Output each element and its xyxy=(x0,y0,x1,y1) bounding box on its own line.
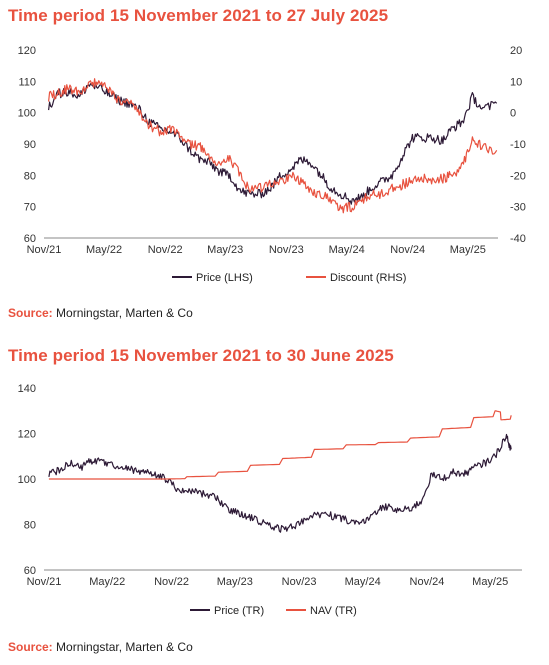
x-tick-label: May/23 xyxy=(217,576,253,588)
y-left-tick-label: 120 xyxy=(18,429,36,441)
y-right-tick-label: 10 xyxy=(510,76,522,88)
y-left-tick-label: 60 xyxy=(24,233,36,245)
y-right-tick-label: 20 xyxy=(510,45,522,57)
x-tick-label: May/23 xyxy=(207,244,243,256)
chart-2: 60 80 100 120 140 Nov/21 May/22 Nov/22 May/23 Nov… xyxy=(18,383,522,617)
x-tick-label: Nov/21 xyxy=(27,244,62,256)
y-left-tick-label: 80 xyxy=(24,520,36,532)
x-tick-label: Nov/24 xyxy=(410,576,445,588)
legend-label: Discount (RHS) xyxy=(330,272,406,284)
y-left-tick-label: 100 xyxy=(18,108,36,120)
y-left-tick-label: 100 xyxy=(18,474,36,486)
x-tick-label: May/22 xyxy=(86,244,122,256)
source-text-1: Morningstar, Marten & Co xyxy=(56,306,193,320)
y-right-tick-label: 0 xyxy=(510,108,516,120)
x-tick-label: Nov/22 xyxy=(154,576,189,588)
y-right-tick-label: -40 xyxy=(510,233,526,245)
x-tick-label: Nov/22 xyxy=(148,244,183,256)
x-tick-label: Nov/23 xyxy=(269,244,304,256)
x-tick-label: Nov/24 xyxy=(390,244,425,256)
y-left-tick-label: 120 xyxy=(18,45,36,57)
y-left-tick-label: 80 xyxy=(24,170,36,182)
source-label-1: Source: xyxy=(8,306,53,320)
source-text-2: Morningstar, Marten & Co xyxy=(56,640,193,654)
y-left-tick-label: 140 xyxy=(18,383,36,395)
x-tick-label: May/25 xyxy=(472,576,508,588)
legend-label: Price (TR) xyxy=(214,605,264,617)
y-left-tick-label: 90 xyxy=(24,139,36,151)
y-right-tick-label: -10 xyxy=(510,139,526,151)
y-left-tick-label: 70 xyxy=(24,202,36,214)
y-left-tick-label: 110 xyxy=(18,76,36,88)
series-line-price-tr xyxy=(48,433,512,533)
chart-2-title: Time period 15 November 2021 to 30 June … xyxy=(8,346,394,365)
y-right-tick-label: -30 xyxy=(510,202,526,214)
y-left-tick-label: 60 xyxy=(24,565,36,577)
source-label-2: Source: xyxy=(8,640,53,654)
x-tick-label: May/24 xyxy=(329,244,365,256)
y-right-tick-label: -20 xyxy=(510,170,526,182)
legend-label: NAV (TR) xyxy=(310,605,357,617)
x-tick-label: May/24 xyxy=(345,576,381,588)
x-tick-label: May/25 xyxy=(450,244,486,256)
series-line-discount-rhs xyxy=(48,78,498,214)
chart-1-title: Time period 15 November 2021 to 27 July … xyxy=(8,6,389,25)
legend-label: Price (LHS) xyxy=(196,272,253,284)
series-line-nav-tr xyxy=(48,410,512,480)
x-tick-label: Nov/23 xyxy=(282,576,317,588)
chart-1: 60 70 80 90 100 110 120 -40 -30 -20 -10 0 10 20 Nov/21… xyxy=(18,45,526,284)
x-tick-label: Nov/21 xyxy=(27,576,62,588)
x-tick-label: May/22 xyxy=(89,576,125,588)
source-note-1: Source: Morningstar, Marten & Co xyxy=(8,306,193,320)
source-note-2: Source: Morningstar, Marten & Co xyxy=(8,640,193,654)
